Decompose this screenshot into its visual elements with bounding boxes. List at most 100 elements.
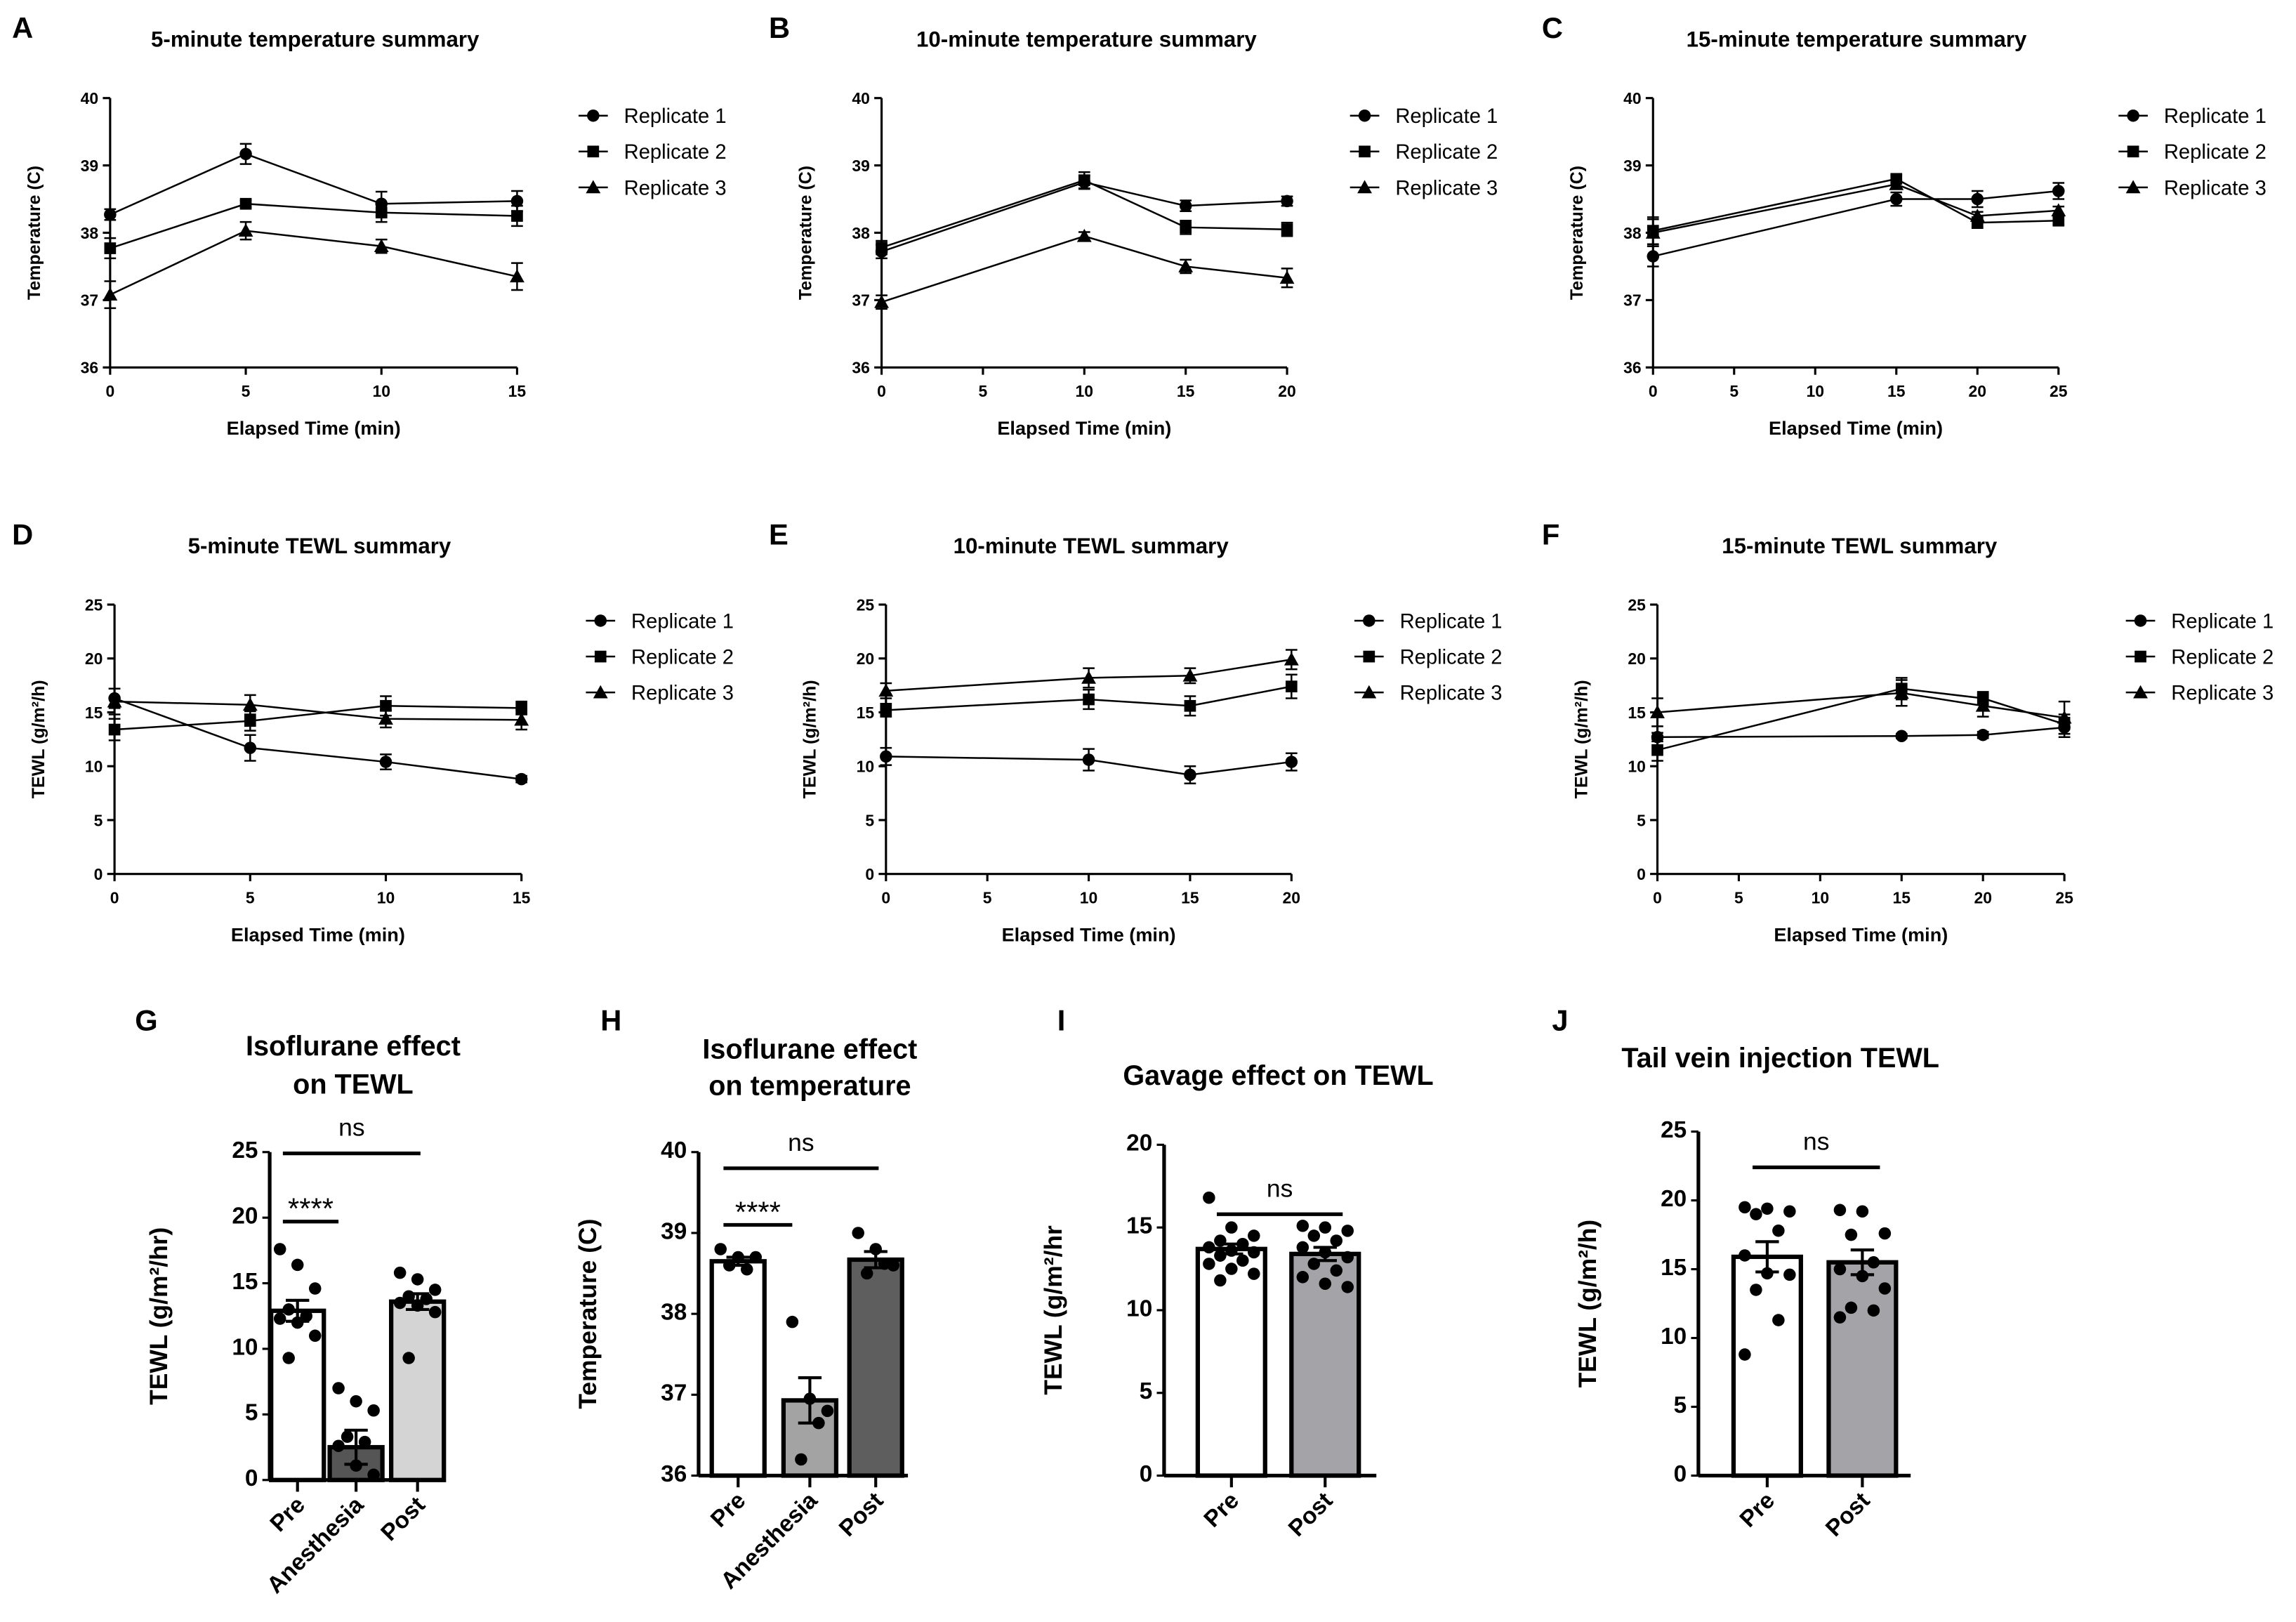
data-point	[1761, 1202, 1774, 1215]
y-tick-label: 37	[81, 291, 98, 310]
series-line	[1653, 178, 2059, 232]
data-point	[1248, 1267, 1260, 1280]
y-tick-label: 36	[852, 359, 869, 377]
x-tick-label: 25	[2055, 888, 2073, 906]
y-tick-label: 5	[1637, 811, 1646, 829]
chart-title: 10-minute temperature summary	[916, 27, 1257, 52]
data-point	[1203, 1191, 1215, 1204]
bar	[1826, 1260, 1899, 1478]
data-point	[1307, 1229, 1321, 1242]
y-tick-label: 0	[1637, 865, 1646, 883]
legend-label: Replicate 1	[1395, 105, 1498, 128]
legend-marker	[2133, 685, 2148, 699]
data-point	[1890, 192, 1903, 206]
data-point	[1845, 1228, 1858, 1241]
x-tick-label: 0	[881, 888, 890, 906]
data-point	[795, 1453, 807, 1466]
data-point	[1307, 1258, 1321, 1270]
x-tick-label: 20	[1278, 382, 1295, 400]
x-tick-label: Post	[376, 1492, 430, 1546]
data-point	[1833, 1311, 1847, 1324]
significance-label: ns	[1803, 1128, 1829, 1156]
legend-entry: Replicate 3	[1354, 683, 1503, 705]
data-point	[1856, 1270, 1869, 1283]
data-point	[1341, 1251, 1354, 1264]
series-line	[881, 181, 1288, 253]
data-point	[511, 210, 523, 222]
data-point	[1078, 174, 1090, 187]
data-point	[1081, 670, 1096, 684]
data-point	[2052, 214, 2065, 227]
x-tick-label: 15	[508, 382, 527, 400]
data-point	[821, 1404, 834, 1418]
data-point	[1225, 1244, 1238, 1257]
data-point	[1750, 1208, 1762, 1220]
legend-label: Replicate 3	[1400, 683, 1503, 705]
data-point	[852, 1227, 864, 1239]
data-point	[300, 1310, 312, 1323]
data-point	[1214, 1249, 1227, 1262]
y-tick-label: 0	[245, 1465, 258, 1491]
data-point	[291, 1258, 304, 1272]
series-line	[114, 705, 522, 731]
data-point	[1971, 192, 1984, 206]
data-point	[282, 1303, 295, 1316]
series-line	[1652, 190, 2059, 258]
significance-label: ns	[338, 1114, 364, 1142]
data-point	[803, 1392, 817, 1405]
data-point	[714, 1243, 727, 1255]
series-1	[104, 143, 524, 221]
x-tick-label: 15	[1181, 888, 1199, 906]
panel-label: E	[769, 518, 789, 551]
y-tick-label: 36	[1623, 359, 1642, 377]
series-line	[881, 179, 1288, 249]
data-point	[1248, 1229, 1260, 1242]
significance-annotation: ns	[723, 1128, 879, 1171]
data-point	[411, 1299, 424, 1312]
legend-marker	[1357, 180, 1372, 194]
legend-marker	[594, 614, 607, 627]
legend-entry: Replicate 1	[2125, 610, 2274, 633]
x-tick-label: 5	[1734, 888, 1743, 906]
data-point	[244, 741, 257, 754]
legend-entry: Replicate 1	[586, 610, 734, 633]
data-point	[1867, 1304, 1880, 1317]
y-tick-label: 38	[1623, 224, 1642, 242]
y-tick-label: 38	[852, 224, 870, 242]
data-point	[880, 704, 892, 716]
legend-marker	[587, 109, 600, 122]
data-point	[1178, 259, 1194, 272]
y-tick-label: 40	[1623, 89, 1642, 107]
data-point	[1279, 270, 1295, 284]
y-axis-label: TEWL (g/m²/h)	[29, 680, 48, 798]
y-tick-label: 39	[81, 157, 98, 175]
data-point	[812, 1416, 825, 1430]
data-point	[420, 1293, 433, 1305]
legend-entry: Replicate 2	[1354, 646, 1503, 668]
data-point	[379, 756, 392, 768]
legend-label: Replicate 1	[624, 105, 727, 128]
legend-entry: Replicate 1	[1350, 105, 1498, 128]
bar-group: Post	[1821, 1204, 1899, 1542]
x-axis-label: Elapsed Time (min)	[1774, 924, 1948, 946]
y-tick-label: 15	[857, 704, 875, 722]
data-point	[1296, 1220, 1309, 1232]
bar-group: Pre	[706, 1243, 767, 1533]
x-tick-label: 5	[242, 382, 251, 400]
data-point	[378, 711, 393, 725]
data-point	[1889, 177, 1904, 190]
legend-entry: Replicate 2	[1350, 141, 1498, 164]
data-point	[878, 683, 894, 697]
x-tick-label: 10	[1076, 382, 1093, 400]
series-2	[876, 171, 1293, 256]
data-point	[515, 772, 528, 786]
data-point	[860, 1267, 873, 1280]
y-tick-label: 5	[1140, 1378, 1153, 1404]
data-point	[1651, 744, 1663, 756]
significance-label: ns	[788, 1128, 814, 1156]
y-tick-label: 37	[661, 1380, 687, 1406]
legend-label: Replicate 2	[624, 141, 727, 164]
legend-marker	[586, 180, 601, 194]
y-tick-label: 10	[1628, 758, 1646, 776]
